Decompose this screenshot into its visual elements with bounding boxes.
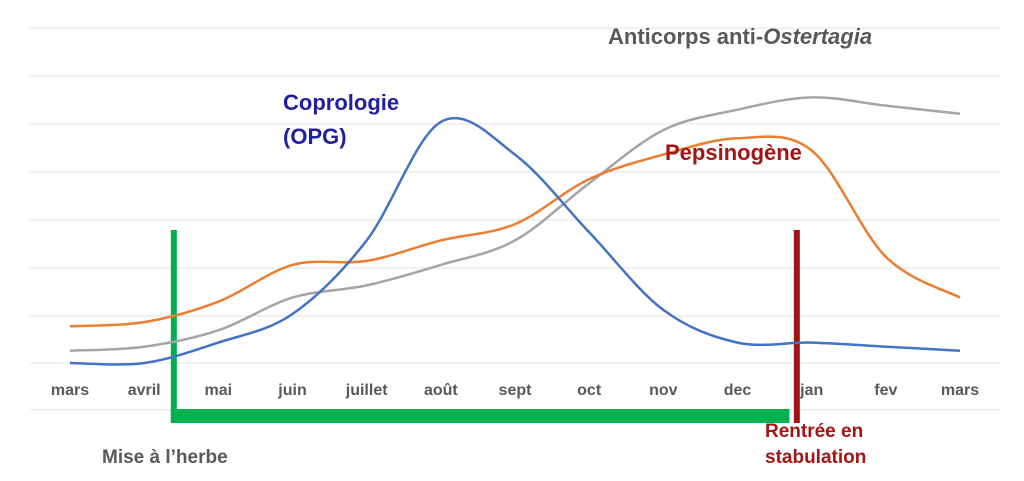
x-tick-label: oct	[577, 382, 602, 399]
x-tick-label: mars	[941, 382, 979, 399]
x-tick-label: sept	[499, 382, 533, 399]
series-label-coprologie: Coprologie	[283, 90, 399, 115]
series-line-opg	[69, 116, 961, 366]
series-label-anticorps: Anticorps anti-Ostertagia	[608, 24, 872, 49]
data-series	[69, 96, 961, 366]
x-axis-tick-labels: mars avril mai juin juillet août sept oct nov dec…	[51, 382, 979, 399]
x-tick-label: fev	[874, 382, 897, 399]
x-tick-label: août	[424, 382, 458, 399]
grazing-label: Mise à l’herbe	[102, 447, 228, 468]
series-label-opg: (OPG)	[283, 124, 347, 149]
grazing-period-bracket	[170, 230, 790, 423]
series-line-anticorps	[69, 96, 961, 352]
x-tick-label: nov	[649, 382, 678, 399]
housing-label-line2: stabulation	[765, 447, 866, 468]
x-tick-label: mai	[205, 382, 233, 399]
x-tick-label: mars	[51, 382, 89, 399]
x-tick-label: avril	[128, 382, 161, 399]
housing-label-line1: Rentrée en	[765, 421, 863, 442]
series-line-pepsinogene	[69, 135, 961, 328]
x-tick-label: juillet	[345, 382, 388, 399]
series-label-pepsinogene: Pepsinogène	[665, 140, 802, 165]
x-tick-label: juin	[277, 382, 306, 399]
x-tick-label: jan	[799, 382, 823, 399]
x-tick-label: dec	[724, 382, 752, 399]
